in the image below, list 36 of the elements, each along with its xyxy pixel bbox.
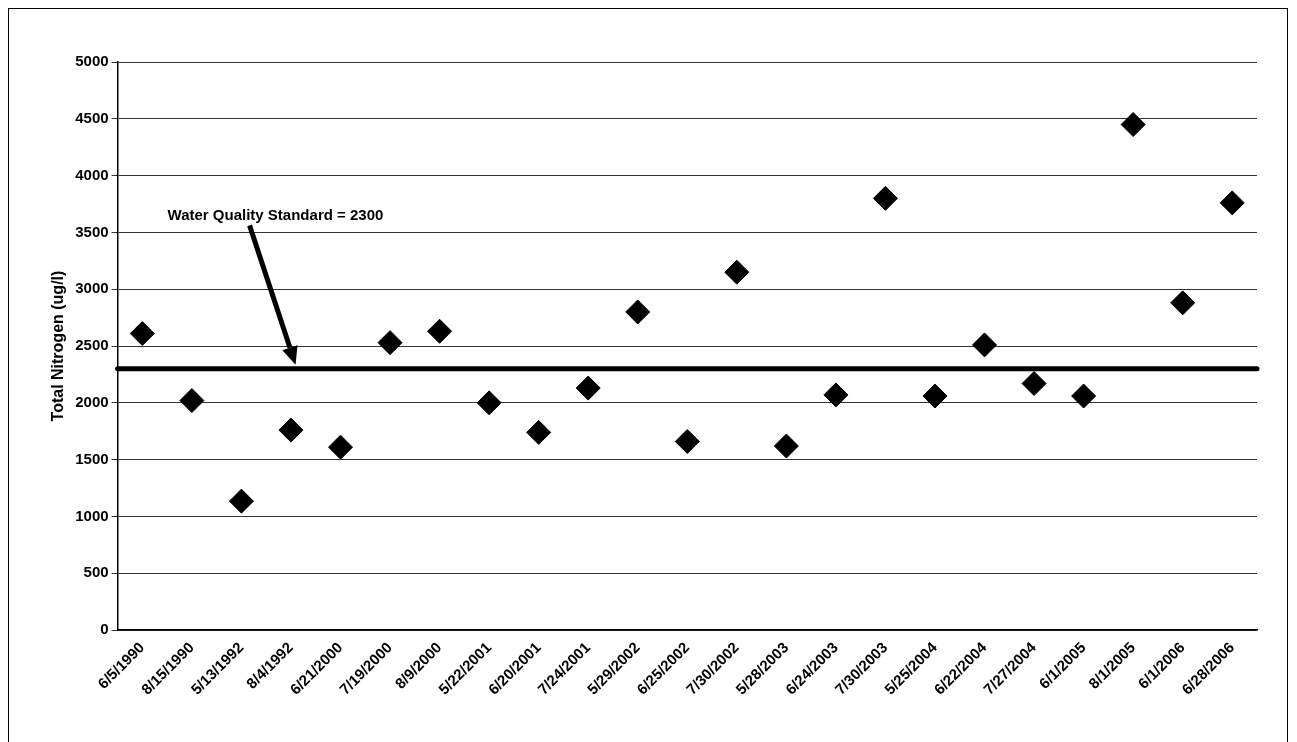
point <box>427 318 453 344</box>
point <box>625 299 651 325</box>
point <box>1071 383 1097 409</box>
y-axis-title: Total Nitrogen (ug/l) <box>49 270 67 422</box>
y-tick-label: 5000 <box>75 52 109 70</box>
point <box>228 488 254 514</box>
point <box>1120 111 1146 137</box>
point <box>476 390 502 416</box>
point <box>922 383 948 409</box>
y-tick-label: 3500 <box>75 222 109 240</box>
y-tick-label: 1500 <box>75 449 109 467</box>
point <box>328 434 353 460</box>
y-tick-label: 1000 <box>75 506 109 524</box>
y-tick-label: 3000 <box>75 279 109 297</box>
y-tick-label: 500 <box>83 563 109 581</box>
point <box>1170 290 1196 316</box>
ref-line-label: Water Quality Standard = 2300 <box>167 205 384 223</box>
point <box>823 382 849 408</box>
point <box>526 419 552 445</box>
point <box>724 259 750 285</box>
y-tick-label: 2500 <box>75 336 109 354</box>
point <box>377 330 403 356</box>
y-tick-label: 0 <box>100 620 109 638</box>
point <box>1021 371 1047 397</box>
point <box>674 428 700 454</box>
y-tick-label: 2000 <box>75 392 109 410</box>
point <box>773 433 799 459</box>
point <box>179 388 205 414</box>
point <box>575 375 601 401</box>
y-tick-label: 4500 <box>75 108 109 126</box>
point <box>872 185 898 211</box>
point <box>278 417 304 443</box>
point <box>129 321 155 347</box>
y-tick-label: 4000 <box>75 165 109 183</box>
point <box>972 332 998 358</box>
point <box>1219 190 1245 216</box>
